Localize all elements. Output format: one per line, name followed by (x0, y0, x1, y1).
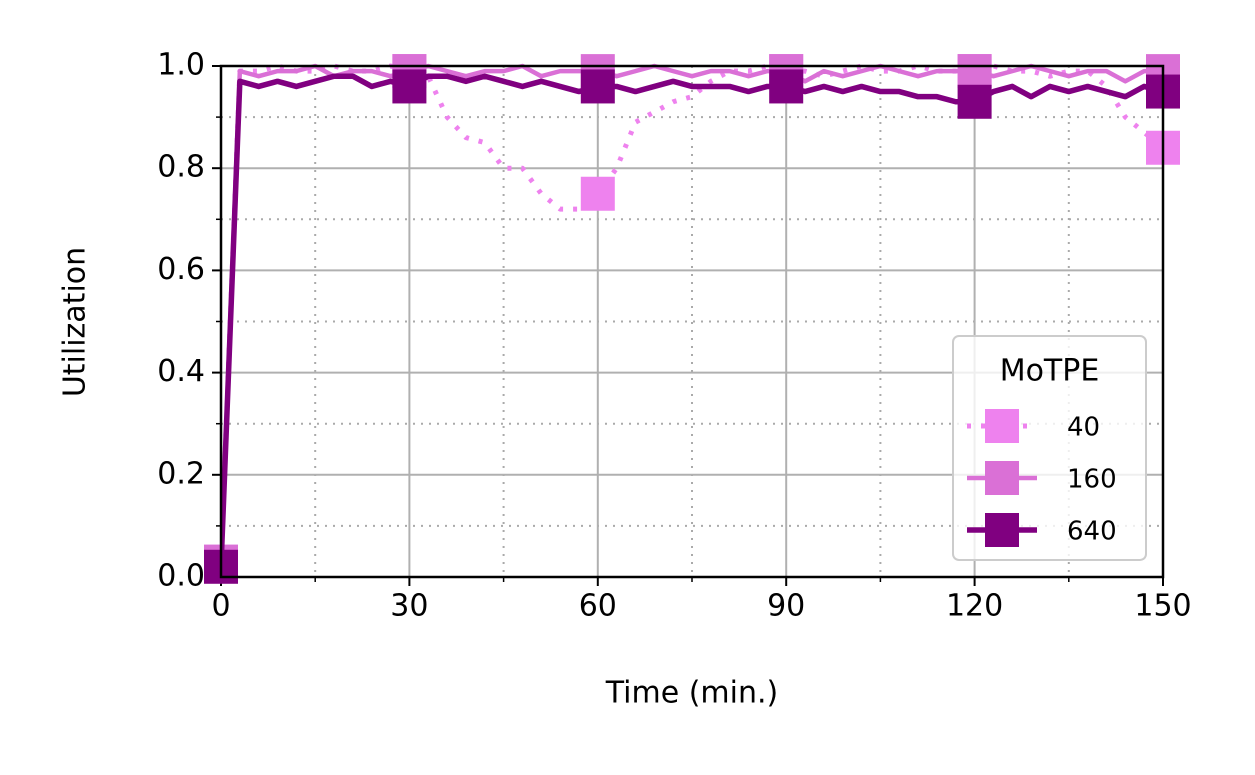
legend-label: 160 (1067, 465, 1117, 495)
legend-label: 40 (1067, 413, 1100, 443)
x-tick-label: 150 (1134, 589, 1191, 624)
x-tick-label: 90 (767, 589, 805, 624)
legend-label: 640 (1067, 517, 1117, 547)
y-tick-label: 0.2 (157, 456, 205, 491)
series-line (221, 73, 1163, 567)
marker (957, 84, 992, 119)
x-axis-label: Time (min.) (605, 676, 778, 711)
legend-marker (985, 409, 1019, 443)
x-tick-label: 120 (946, 589, 1003, 624)
marker (392, 69, 427, 104)
legend-title: MoTPE (1000, 354, 1100, 389)
marker (769, 69, 804, 104)
marker (580, 176, 615, 211)
y-tick-label: 1.0 (157, 48, 205, 83)
legend-marker (985, 461, 1019, 495)
y-axis-label: Utilization (58, 247, 93, 397)
series-line (221, 63, 1163, 562)
y-tick-label: 0.8 (157, 150, 205, 185)
legend-marker (985, 513, 1019, 547)
x-tick-label: 0 (211, 589, 230, 624)
x-tick-label: 30 (390, 589, 428, 624)
x-tick-label: 60 (579, 589, 617, 624)
series-line (221, 63, 1163, 562)
plot-frame (219, 64, 1165, 579)
legend: MoTPE 40 160 640 (952, 335, 1147, 561)
marker (580, 69, 615, 104)
legend-box (952, 335, 1147, 561)
y-tick-label: 0.6 (157, 252, 205, 287)
y-tick-label: 0.0 (157, 559, 205, 594)
y-tick-label: 0.4 (157, 354, 205, 389)
marker (957, 54, 992, 89)
